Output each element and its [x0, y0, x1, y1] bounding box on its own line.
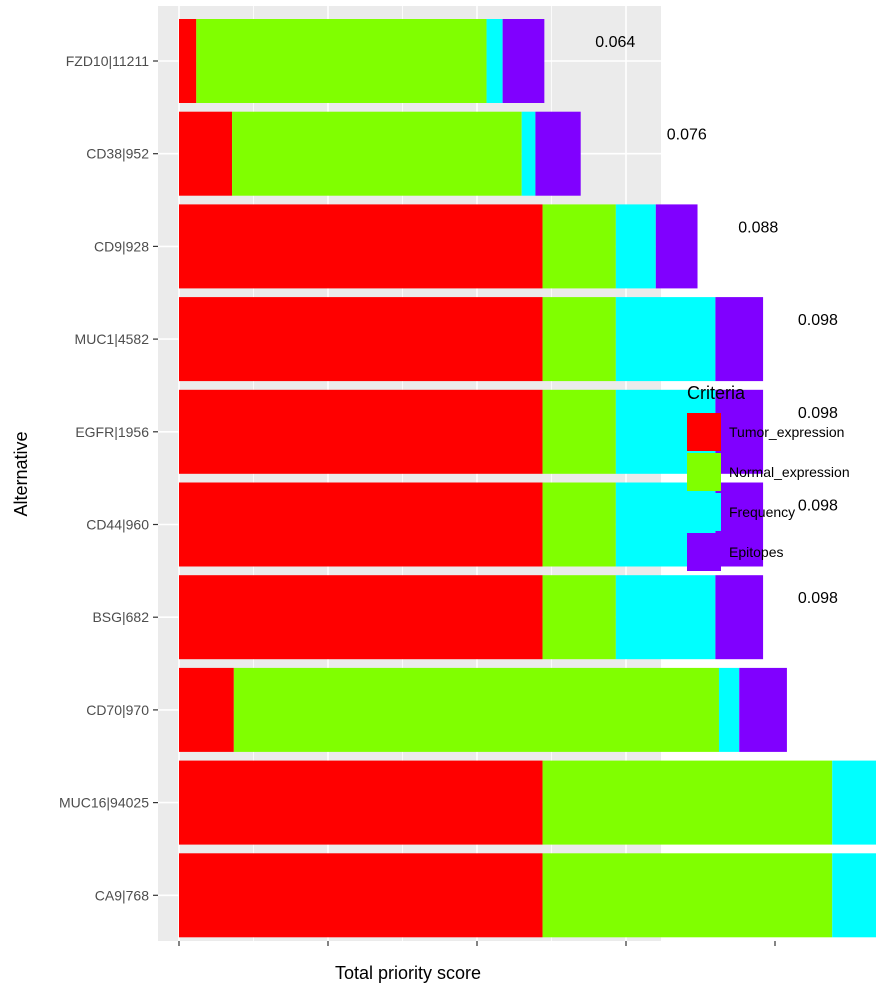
legend-items: Tumor_expression Normal_expression Frequen…: [687, 413, 850, 571]
bar-segment-tumor-expression: [179, 19, 197, 103]
bar-segment-epitopes: [535, 111, 581, 196]
bar-segment-tumor-expression: [179, 204, 543, 289]
total-score-label: 0.064: [595, 34, 635, 51]
bar-segment-tumor-expression: [179, 111, 233, 196]
total-labels: 0.0640.0760.0880.0980.0980.0980.0980.112…: [595, 34, 838, 607]
bar-segment-normal-expression: [196, 19, 487, 103]
bar-segment-normal-expression: [542, 297, 616, 382]
y-tick-label: CA9|768: [95, 887, 149, 903]
bar-segment-frequency: [832, 853, 876, 938]
legend-swatch: [687, 453, 721, 491]
legend-swatch: [687, 493, 721, 531]
legend-title: Criteria: [687, 383, 746, 403]
bar-segment-frequency: [718, 667, 740, 752]
bar-segment-epitopes: [715, 575, 764, 660]
bar-segment-normal-expression: [542, 389, 616, 474]
total-score-label: 0.098: [798, 498, 838, 515]
legend: Criteria Tumor_expression Normal_expressi…: [687, 383, 850, 571]
bar-segment-epitopes: [715, 389, 764, 474]
y-tick-label: CD44|960: [86, 517, 149, 533]
bar-segment-normal-expression: [232, 111, 522, 196]
bar-segment-frequency: [615, 575, 716, 660]
y-tick-label: MUC16|94025: [59, 795, 149, 811]
y-tick-label: EGFR|1956: [75, 424, 149, 440]
bar-segment-normal-expression: [542, 575, 616, 660]
bar-segment-tumor-expression: [179, 760, 543, 845]
bar-segment-epitopes: [655, 204, 698, 289]
y-axis-title: Alternative: [11, 431, 31, 516]
legend-label: Normal_expression: [729, 464, 850, 480]
bar-segment-tumor-expression: [179, 389, 543, 474]
legend-swatch: [687, 413, 721, 451]
bar-segment-frequency: [615, 297, 716, 382]
total-score-label: 0.098: [798, 590, 838, 607]
total-score-label: 0.076: [667, 127, 707, 144]
bar-segment-epitopes: [715, 297, 764, 382]
bar-segment-normal-expression: [542, 482, 616, 567]
bar-segment-frequency: [486, 19, 503, 103]
total-score-label: 0.098: [798, 312, 838, 329]
y-tick-label: BSG|682: [92, 609, 149, 625]
bar-segment-tumor-expression: [179, 482, 543, 567]
y-tick-label: CD38|952: [86, 146, 149, 162]
total-score-label: 0.098: [798, 405, 838, 422]
legend-label: Frequency: [729, 504, 795, 520]
bar-segment-epitopes: [502, 19, 545, 103]
bar-segment-normal-expression: [542, 204, 616, 289]
bar-segment-tumor-expression: [179, 667, 234, 752]
bar-segment-frequency: [615, 204, 656, 289]
bar-segment-normal-expression: [233, 667, 719, 752]
bar-segment-tumor-expression: [179, 575, 543, 660]
x-axis-title: Total priority score: [335, 963, 481, 983]
y-axis: FZD10|11211 CD38|952 CD9|928 MUC1|4582 EGFR|…: [59, 53, 158, 903]
bar-segment-normal-expression: [542, 853, 833, 938]
bar-segment-frequency: [832, 760, 876, 845]
bar-segment-normal-expression: [542, 760, 833, 845]
y-tick-label: CD70|970: [86, 702, 149, 718]
legend-label: Tumor_expression: [729, 424, 844, 440]
y-tick-label: CD9|928: [94, 238, 149, 254]
bar-segment-tumor-expression: [179, 297, 543, 382]
y-tick-label: MUC1|4582: [75, 331, 150, 347]
bar-segment-frequency: [521, 111, 536, 196]
y-tick-label: FZD10|11211: [66, 53, 149, 69]
bars: [179, 19, 876, 938]
bar-segment-epitopes: [739, 667, 787, 752]
x-axis: [178, 941, 776, 946]
total-score-label: 0.088: [738, 219, 778, 236]
legend-label: Epitopes: [729, 544, 783, 560]
bar-segment-tumor-expression: [179, 853, 543, 938]
legend-swatch: [687, 533, 721, 571]
bar-segment-epitopes: [715, 482, 764, 567]
